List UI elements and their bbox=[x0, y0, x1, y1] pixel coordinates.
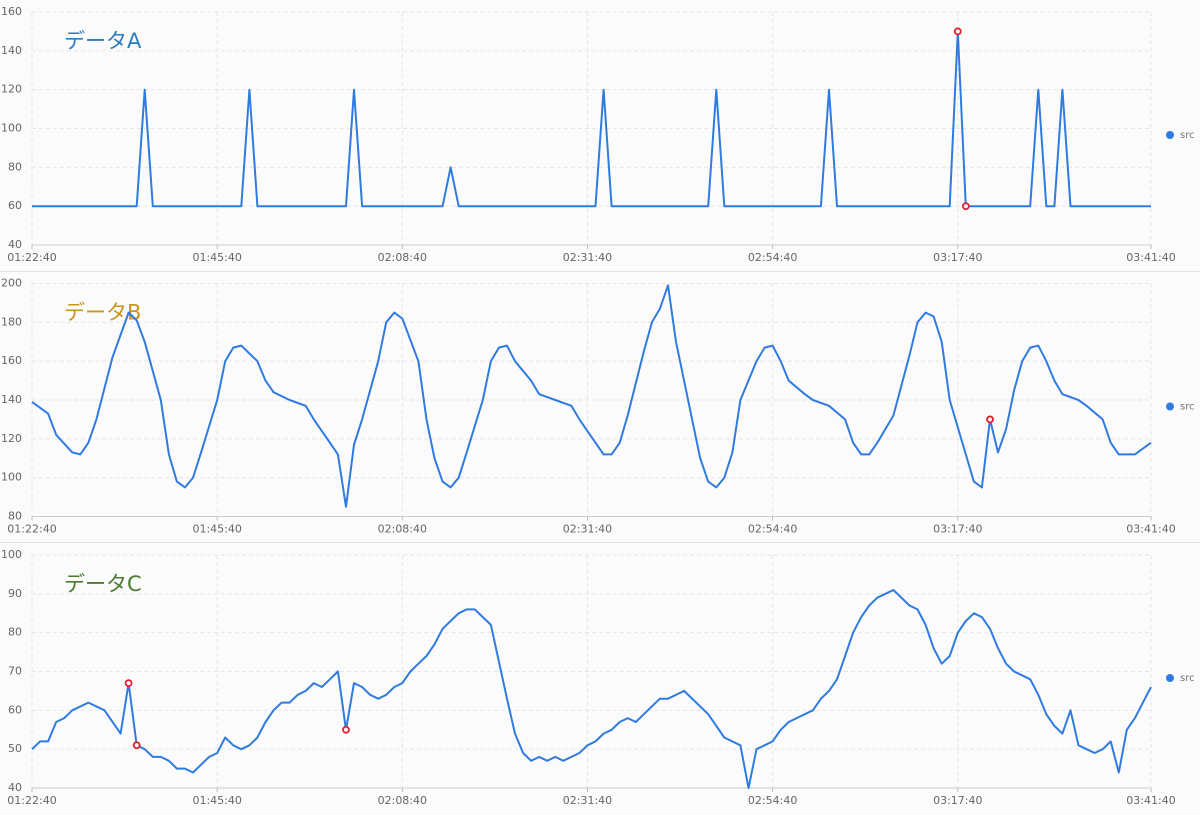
x-tick-label: 02:08:40 bbox=[378, 523, 427, 536]
y-tick-label: 180 bbox=[1, 315, 22, 328]
y-tick-label: 200 bbox=[1, 277, 22, 290]
legend-swatch bbox=[1166, 131, 1174, 139]
y-tick-label: 40 bbox=[8, 238, 22, 251]
x-tick-label: 02:54:40 bbox=[748, 251, 797, 264]
x-tick-label: 02:31:40 bbox=[563, 523, 612, 536]
y-tick-label: 50 bbox=[8, 742, 22, 755]
x-tick-label: 02:54:40 bbox=[748, 523, 797, 536]
x-tick-label: 03:41:40 bbox=[1126, 523, 1175, 536]
y-tick-label: 60 bbox=[8, 199, 22, 212]
x-tick-label: 02:31:40 bbox=[563, 251, 612, 264]
y-tick-label: 80 bbox=[8, 510, 22, 523]
y-tick-label: 70 bbox=[8, 665, 22, 678]
x-tick-label: 03:41:40 bbox=[1126, 251, 1175, 264]
legend-swatch bbox=[1166, 674, 1174, 682]
y-tick-label: 80 bbox=[8, 160, 22, 173]
x-tick-label: 02:31:40 bbox=[563, 794, 612, 807]
x-tick-label: 03:17:40 bbox=[933, 523, 982, 536]
x-tick-label: 01:45:40 bbox=[192, 794, 241, 807]
y-tick-label: 140 bbox=[1, 44, 22, 57]
legend-label: src bbox=[1180, 673, 1195, 684]
legend-label: src bbox=[1180, 402, 1195, 413]
x-tick-label: 01:45:40 bbox=[192, 523, 241, 536]
y-tick-label: 60 bbox=[8, 703, 22, 716]
y-tick-label: 100 bbox=[1, 471, 22, 484]
y-tick-label: 120 bbox=[1, 432, 22, 445]
x-tick-label: 01:45:40 bbox=[192, 251, 241, 264]
anomaly-marker bbox=[132, 741, 141, 750]
anomaly-marker bbox=[961, 202, 970, 211]
x-tick-label: 01:22:40 bbox=[7, 523, 56, 536]
x-tick-label: 01:22:40 bbox=[7, 251, 56, 264]
data-line bbox=[32, 30, 1151, 208]
y-tick-label: 160 bbox=[1, 5, 22, 18]
y-tick-label: 100 bbox=[1, 122, 22, 135]
x-tick-label: 01:22:40 bbox=[7, 794, 56, 807]
y-tick-label: 140 bbox=[1, 393, 22, 406]
chart-title: データC bbox=[64, 572, 142, 596]
x-tick-label: 02:08:40 bbox=[378, 251, 427, 264]
x-tick-label: 03:17:40 bbox=[933, 794, 982, 807]
x-tick-label: 02:54:40 bbox=[748, 794, 797, 807]
chart-title: データA bbox=[64, 29, 142, 53]
y-tick-label: 100 bbox=[1, 548, 22, 561]
legend-swatch bbox=[1166, 402, 1174, 411]
x-tick-label: 03:17:40 bbox=[933, 251, 982, 264]
data-line bbox=[31, 589, 1152, 789]
x-tick-label: 03:41:40 bbox=[1126, 794, 1175, 807]
anomaly-marker bbox=[986, 415, 994, 424]
anomaly-marker bbox=[953, 27, 962, 36]
x-tick-label: 02:08:40 bbox=[378, 794, 427, 807]
y-tick-label: 160 bbox=[1, 354, 22, 367]
y-tick-label: 90 bbox=[8, 587, 22, 600]
y-tick-label: 120 bbox=[1, 83, 22, 96]
anomaly-marker bbox=[124, 679, 133, 688]
y-tick-label: 40 bbox=[8, 781, 22, 794]
legend-label: src bbox=[1180, 130, 1195, 141]
y-tick-label: 80 bbox=[8, 626, 22, 639]
data-line bbox=[31, 284, 1152, 508]
anomaly-marker bbox=[342, 725, 350, 734]
